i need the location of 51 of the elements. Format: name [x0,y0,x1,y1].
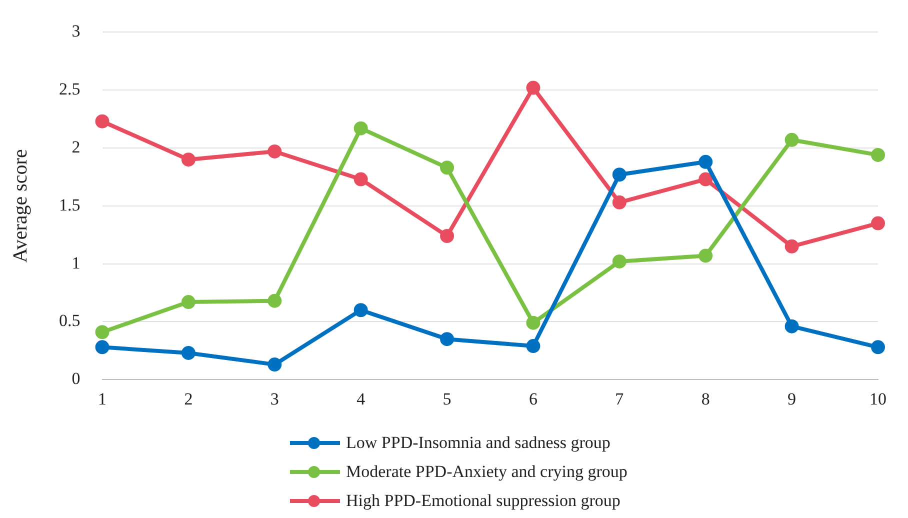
point [526,80,540,95]
point [354,121,368,136]
point [698,154,713,169]
point [871,340,885,354]
y-tick-label: 1 [72,253,80,272]
point [784,132,799,147]
x-tick-label: 3 [270,389,279,408]
point [354,303,368,318]
point [181,295,196,310]
point [181,346,196,360]
point [698,248,713,263]
legend-label: High PPD-Emotional suppression group [346,490,620,510]
point [784,319,799,334]
x-tick-label: 7 [615,389,624,408]
x-tick-label: 4 [356,389,366,408]
legend-label: Low PPD-Insomnia and sadness group [346,432,610,452]
x-tick-label: 6 [528,389,538,408]
point [440,229,454,244]
point [95,340,110,354]
y-tick-label: 2 [72,137,80,156]
point [612,254,626,268]
point [871,216,885,230]
y-tick-label: 0 [72,369,80,388]
y-tick-label: 3 [72,22,80,41]
y-tick-label: 0.5 [59,311,80,330]
point [440,160,454,175]
point [612,195,626,210]
x-tick-label: 1 [98,389,106,408]
x-tick-label: 8 [701,389,710,408]
x-tick-label: 2 [184,389,193,408]
point [268,294,282,308]
x-tick-label: 10 [870,389,886,408]
point [784,239,799,254]
point [871,148,885,162]
point [95,325,110,340]
point [526,339,540,354]
x-tick-label: 5 [442,389,452,408]
point [181,152,196,167]
point [268,358,282,372]
y-axis-title: Average score [9,149,32,263]
point [612,168,626,182]
point [268,144,282,158]
point [440,332,454,346]
x-tick-label: 9 [788,389,796,408]
point [354,172,368,186]
point [698,172,713,186]
point [526,316,540,330]
legend-label: Moderate PPD-Anxiety and crying group [346,462,628,482]
point [95,114,110,128]
y-tick-label: 2.5 [59,80,80,99]
y-tick-label: 1.5 [59,195,80,214]
